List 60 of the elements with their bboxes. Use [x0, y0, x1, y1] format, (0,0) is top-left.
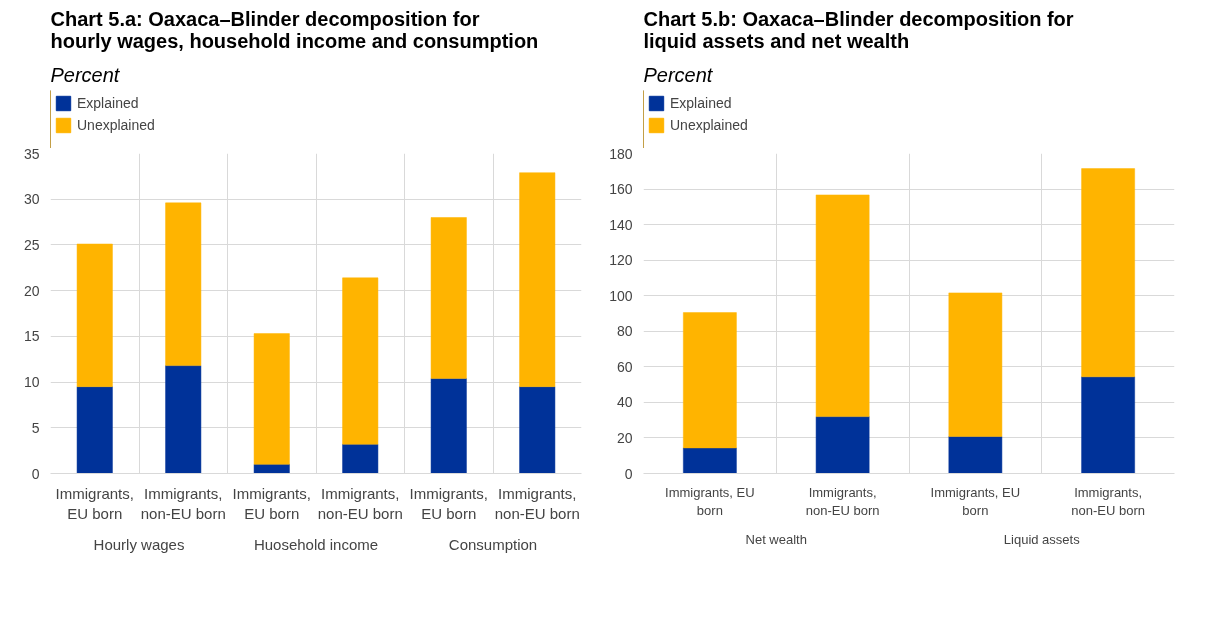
- legend-label: Explained: [670, 95, 732, 111]
- y-tick-label: 140: [609, 216, 633, 233]
- chart-title: Chart 5.b: Oaxaca–Blinder decomposition for liquid assets and net wealth: [643, 7, 1074, 52]
- text: Liquid assets: [1003, 531, 1081, 547]
- legend-label: Unexplained: [77, 117, 155, 133]
- bar: [683, 312, 737, 449]
- x-tick-label: Immigrants, non-EU born: [1071, 484, 1145, 518]
- y-tick-label: 20: [23, 282, 40, 299]
- bar: [815, 194, 870, 417]
- bar: [253, 333, 290, 465]
- chart-subtitle: Percent: [50, 63, 121, 86]
- y-tick-label: 10: [23, 374, 40, 391]
- y-tick-label: 80: [616, 323, 633, 340]
- y-tick-label: 35: [23, 145, 40, 162]
- bar: [519, 386, 556, 474]
- y-tick-label: 60: [616, 358, 633, 375]
- y-tick-label: 40: [616, 394, 633, 411]
- bar: [1081, 376, 1135, 474]
- bar: [1081, 168, 1135, 378]
- y-tick-label: 0: [624, 465, 633, 482]
- x-tick-label: Immigrants, non-EU born: [317, 484, 403, 522]
- x-tick-label: Immigrants, non-EU born: [805, 484, 880, 518]
- bar: [519, 172, 556, 387]
- bar: [815, 416, 870, 474]
- y-tick-label: 5: [31, 419, 40, 436]
- bar: [430, 217, 467, 379]
- bar: [342, 443, 379, 474]
- bar: [948, 292, 1003, 437]
- bar: [948, 436, 1003, 474]
- text: Hourly wages: [93, 535, 185, 553]
- y-tick-label: 30: [23, 191, 40, 208]
- chart-subtitle: Percent: [643, 63, 714, 86]
- bar: [165, 202, 202, 366]
- x-tick-label: Immigrants, non-EU born: [140, 484, 226, 522]
- x-tick-label: Immigrants, non-EU born: [494, 484, 580, 522]
- y-tick-label: 120: [609, 252, 633, 269]
- y-tick-label: 15: [23, 328, 40, 345]
- y-tick-label: 20: [616, 429, 633, 446]
- x-tick-label: Immigrants, EU born: [409, 484, 488, 522]
- text: Huosehold income: [253, 535, 379, 553]
- y-tick-label: 180: [609, 145, 633, 162]
- x-tick-label: Immigrants, EU born: [665, 484, 755, 518]
- y-tick-label: 160: [609, 181, 633, 198]
- text: Consumption: [448, 535, 538, 553]
- legend-label: Unexplained: [670, 117, 748, 133]
- y-tick-label: 100: [609, 287, 633, 304]
- bar: [342, 277, 379, 445]
- bar: [430, 378, 467, 474]
- bar: [165, 365, 202, 474]
- y-tick-label: 25: [23, 236, 40, 253]
- x-tick-label: Immigrants, EU born: [232, 484, 311, 522]
- bar: [76, 243, 113, 387]
- x-tick-label: Immigrants, EU born: [930, 484, 1021, 518]
- bar: [76, 386, 113, 474]
- legend-label: Explained: [77, 95, 139, 111]
- y-tick-label: 0: [31, 465, 40, 482]
- x-tick-label: Immigrants, EU born: [55, 484, 134, 522]
- chart-title: Chart 5.a: Oaxaca–Blinder decomposition for hourly wages, household income and consumption: [50, 7, 539, 52]
- text: Net wealth: [745, 531, 807, 547]
- bar: [683, 447, 737, 474]
